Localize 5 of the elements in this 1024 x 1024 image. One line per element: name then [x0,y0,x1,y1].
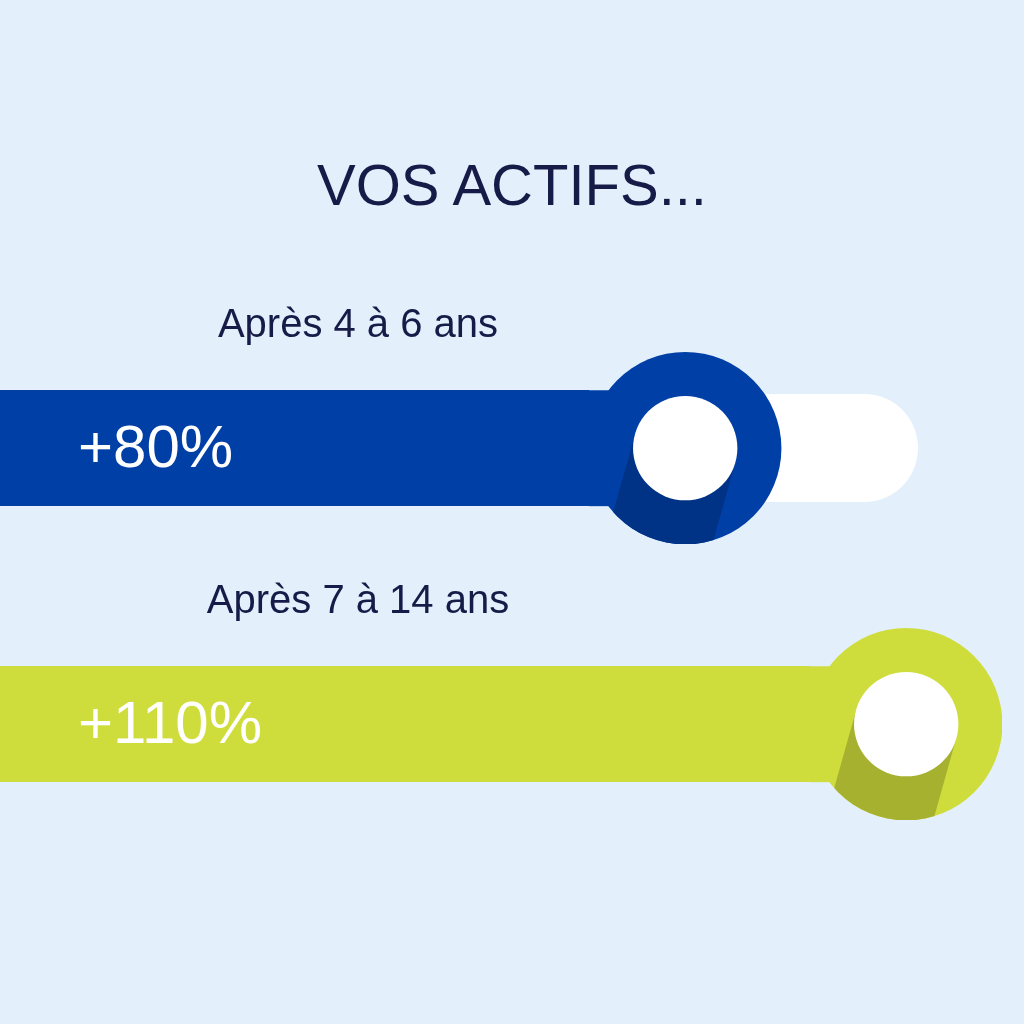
data-label: +80% [78,412,234,480]
y-tick-label: Après 7 à 14 ans [206,577,510,622]
y-tick-label: Après 4 à 6 ans [217,301,499,346]
data-label: +110% [78,688,263,756]
chart-title: VOS ACTIFS... [316,151,708,219]
